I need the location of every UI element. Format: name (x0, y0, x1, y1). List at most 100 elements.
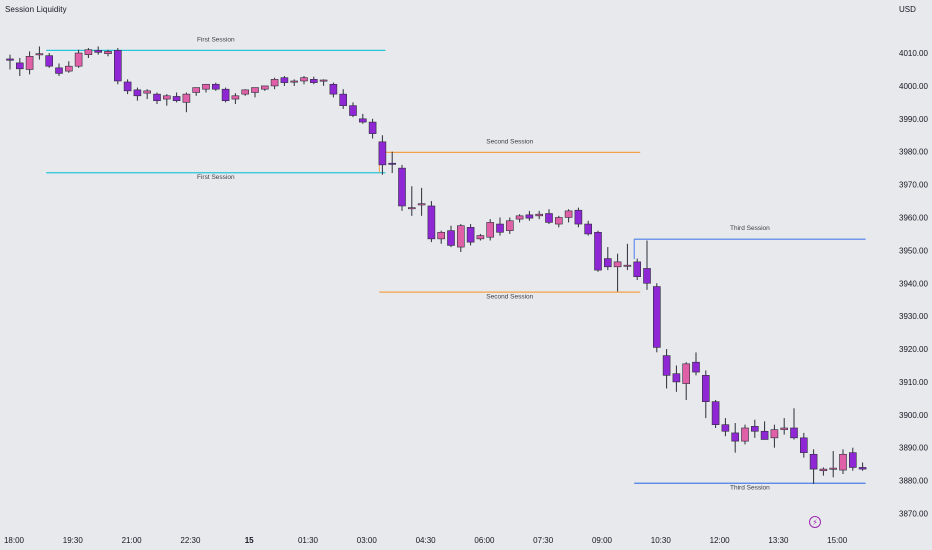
candle (280, 76, 289, 86)
price-tick-label: 3970.00 (899, 181, 928, 190)
candle-body-down (133, 89, 142, 97)
candle (202, 83, 210, 93)
time-tick-label: 12:00 (710, 536, 731, 545)
candle (417, 187, 426, 216)
time-tick-label: 22:30 (180, 536, 201, 545)
candle-body-down (858, 467, 867, 470)
candle (505, 217, 514, 234)
candle-body-down (172, 96, 181, 102)
candle (25, 51, 34, 75)
candle-body-down (584, 223, 593, 235)
time-tick-label: 10:30 (651, 536, 672, 545)
candle (780, 418, 789, 435)
price-tick-label: 3950.00 (899, 246, 928, 255)
candle-body-down (466, 227, 475, 243)
session-3: Third Session Third Session (633, 225, 866, 492)
time-tick-label: 07:30 (533, 536, 554, 545)
candle-body-down (55, 67, 63, 74)
price-tick-label: 3880.00 (899, 477, 928, 486)
candle (358, 113, 367, 124)
candle-body-down (114, 50, 122, 82)
time-tick-label: 15 (245, 536, 254, 545)
candle (584, 220, 593, 236)
candle-body-up (74, 52, 83, 67)
candle-body-down (701, 375, 710, 402)
candle-body-up (437, 231, 446, 240)
candle (104, 49, 112, 57)
price-tick-label: 3870.00 (899, 509, 928, 518)
candle-body-down (809, 453, 818, 470)
candle-body-down (750, 426, 759, 432)
session-3-high-label: Third Session (730, 225, 770, 232)
candle (770, 424, 779, 448)
candle (251, 87, 259, 98)
candle (84, 48, 93, 58)
candle-body-up (84, 49, 93, 55)
candle-body-down (692, 361, 700, 373)
candle-body-down (398, 167, 406, 207)
candle (721, 418, 730, 437)
price-tick-label: 3920.00 (899, 345, 928, 354)
candle-body-down (388, 162, 397, 165)
candle (486, 219, 495, 241)
candle (760, 421, 769, 440)
candle-body-up (780, 427, 789, 430)
price-tick-label: 3990.00 (899, 115, 928, 124)
candle (270, 77, 279, 90)
candle (819, 467, 828, 476)
candle-body-down (496, 223, 504, 233)
time-tick-label: 13:30 (768, 536, 789, 545)
candle-body-up (623, 264, 632, 267)
candle (349, 102, 357, 118)
candle (554, 215, 563, 228)
candle-body-up (300, 77, 308, 82)
candle (437, 230, 446, 244)
candle-body-down (594, 231, 602, 271)
candle (672, 365, 681, 392)
candle (633, 258, 642, 280)
candle-body-up (35, 53, 44, 56)
candle-body-up (270, 79, 279, 87)
candle (133, 87, 142, 101)
candle (731, 423, 740, 453)
price-tick-label: 4010.00 (899, 49, 928, 58)
candle-body-up (682, 363, 691, 384)
candle (94, 46, 102, 55)
price-axis[interactable]: 4010.00 4000.00 3990.00 3980.00 3970.00 3960.… (899, 49, 928, 518)
candle (309, 76, 318, 85)
session-1-low-label: First Session (197, 174, 235, 181)
indicator-title[interactable]: Session Liquidity (5, 5, 67, 14)
candle-body-down (349, 105, 357, 116)
candle-body-up (515, 215, 524, 220)
candle-body-down (212, 83, 220, 90)
candle-body-down (545, 213, 553, 223)
candle (398, 164, 406, 211)
candle-body-down (447, 230, 455, 246)
candle (741, 424, 749, 445)
candle (564, 209, 573, 223)
time-axis[interactable]: 18:00 19:30 21:00 22:30 15 01:30 03:00 04:30 06:… (4, 536, 848, 545)
candle-body-down (662, 355, 671, 376)
candle-body-up (613, 261, 622, 268)
candle (603, 247, 612, 271)
candle (65, 61, 73, 73)
candle-body-up (839, 453, 847, 471)
candle-body-down (721, 424, 730, 432)
candle-body-up (25, 56, 34, 70)
candle (319, 79, 328, 86)
candle-body-up (407, 207, 416, 210)
candle-body-down (368, 121, 377, 134)
lightning-icon[interactable]: ⚡ (809, 516, 821, 528)
candle-body-down (378, 141, 387, 166)
candle-body-up (65, 65, 73, 72)
candle-body-up (829, 467, 838, 470)
candle-body-down (760, 430, 769, 440)
candle (407, 186, 416, 216)
candle (692, 352, 700, 376)
candle (456, 224, 465, 253)
price-tick-label: 3960.00 (899, 213, 928, 222)
time-tick-label: 15:00 (827, 536, 848, 545)
candle-body-up (554, 217, 563, 225)
candle-body-down (309, 79, 318, 83)
